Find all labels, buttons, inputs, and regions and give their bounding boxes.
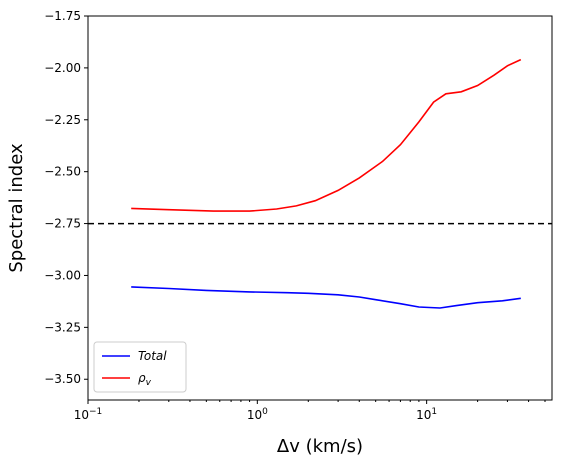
x-tick-label: 10−1 <box>74 407 103 422</box>
y-tick-label: −3.50 <box>44 372 81 386</box>
x-tick-label: 101 <box>416 407 437 422</box>
y-tick-label: −2.75 <box>44 217 81 231</box>
y-tick-label: −3.00 <box>44 268 81 282</box>
series-line-1 <box>131 58 522 212</box>
x-axis: 10−1 100 101 <box>74 400 546 422</box>
series-line-0 <box>131 286 521 309</box>
y-tick-label: −2.00 <box>44 61 81 75</box>
legend-box <box>93 341 187 393</box>
legend-label-0: Total <box>138 349 167 363</box>
y-tick-label: −2.25 <box>44 113 81 127</box>
y-axis-label: Spectral index <box>6 143 27 273</box>
plot-frame <box>87 15 553 401</box>
legend: Total ρv <box>93 341 187 393</box>
y-tick-label: −3.25 <box>44 320 81 334</box>
x-tick-label: 100 <box>247 407 268 422</box>
x-axis-label: Δv (km/s) <box>277 436 363 457</box>
y-tick-label: −1.75 <box>44 9 81 23</box>
series-layer <box>131 58 522 309</box>
y-axis: −1.75 −2.00 −2.25 −2.50 −2.75 −3.00 −3.25 −3.50 <box>44 9 88 386</box>
y-tick-label: −2.50 <box>44 165 81 179</box>
legend-label-1: ρv <box>138 371 152 388</box>
